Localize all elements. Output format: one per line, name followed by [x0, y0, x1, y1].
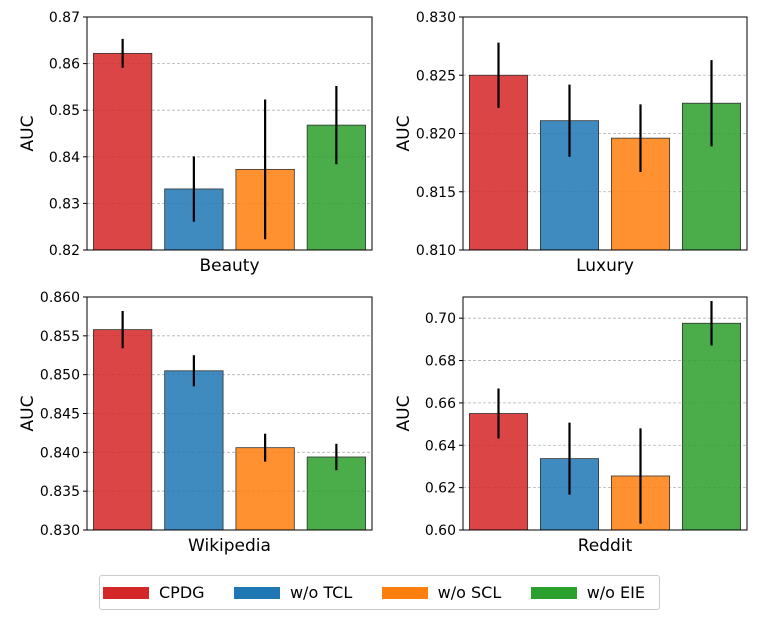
legend-swatch-wo-tcl: [233, 586, 280, 599]
axes-frame: [462, 296, 748, 531]
y-tick-label: 0.66: [425, 396, 456, 412]
chart-panel-luxury: 0.810 0.815 0.820 0.825 0.830 AUC Luxury: [394, 10, 748, 276]
y-axis-label: AUC: [18, 396, 38, 432]
x-axis-label: Beauty: [199, 256, 259, 276]
chart-panel-reddit: 0.60 0.62 0.64 0.66 0.68 0.70 AUC Reddit: [394, 296, 748, 556]
y-tick-label: 0.860: [40, 290, 80, 306]
y-tick-label: 0.830: [40, 523, 80, 539]
y-tick-label: 0.83: [49, 196, 80, 212]
legend-label-cpdg: CPDG: [159, 583, 205, 602]
y-tick-label: 0.60: [425, 523, 456, 539]
chart-panel-wikipedia: 0.830 0.835 0.840 0.845 0.850 0.855 0.860 AUC Wi…: [18, 290, 373, 556]
bar-cpdg: [93, 329, 153, 531]
y-tick-label: 0.855: [40, 329, 80, 345]
y-tick-label: 0.850: [40, 368, 80, 384]
legend-label-wo-eie: w/o EIE: [586, 583, 645, 602]
x-axis-label: Wikipedia: [188, 536, 271, 556]
x-axis-label: Reddit: [578, 536, 633, 556]
y-tick-label: 0.845: [40, 407, 80, 423]
y-tick-label: 0.82: [49, 243, 80, 259]
y-tick-label: 0.835: [40, 484, 80, 500]
legend-item-wo-eie: w/o EIE: [530, 583, 645, 602]
y-tick-label: 0.62: [425, 481, 456, 497]
y-tick-label: 0.820: [416, 127, 456, 143]
y-tick-label: 0.840: [40, 445, 80, 461]
y-tick-label: 0.87: [49, 10, 80, 26]
y-tick-label: 0.825: [416, 68, 456, 84]
bar-w-o-eie: [681, 322, 742, 531]
legend-label-wo-tcl: w/o TCL: [289, 583, 353, 602]
y-tick-label: 0.84: [49, 150, 80, 166]
x-axis-label: Luxury: [576, 256, 634, 276]
legend-swatch-wo-scl: [381, 586, 428, 599]
axes-frame: [86, 16, 373, 251]
y-axis-label: AUC: [394, 396, 414, 432]
y-axis-label: AUC: [18, 116, 38, 152]
bar-w-o-tcl: [164, 370, 224, 531]
y-tick-label: 0.70: [425, 311, 456, 327]
legend-item-wo-scl: w/o SCL: [381, 583, 502, 602]
bar-cpdg: [93, 52, 153, 251]
y-tick-label: 0.68: [425, 354, 456, 370]
y-tick-label: 0.86: [49, 57, 80, 73]
y-tick-label: 0.85: [49, 103, 80, 119]
legend-swatch-wo-eie: [530, 586, 577, 599]
y-tick-label: 0.810: [416, 243, 456, 259]
y-tick-label: 0.815: [416, 185, 456, 201]
legend-item-cpdg: CPDG: [103, 583, 205, 602]
y-tick-label: 0.830: [416, 10, 456, 26]
y-axis-label: AUC: [394, 116, 414, 152]
legend-item-wo-tcl: w/o TCL: [233, 583, 353, 602]
chart-panel-beauty: 0.82 0.83 0.84 0.85 0.86 0.87 AUC Beauty: [18, 10, 373, 276]
legend-swatch-cpdg: [103, 586, 149, 599]
y-tick-label: 0.64: [425, 438, 456, 454]
legend-label-wo-scl: w/o SCL: [437, 583, 502, 602]
legend: CPDG w/o TCL w/o SCL w/o EIE: [99, 575, 660, 610]
